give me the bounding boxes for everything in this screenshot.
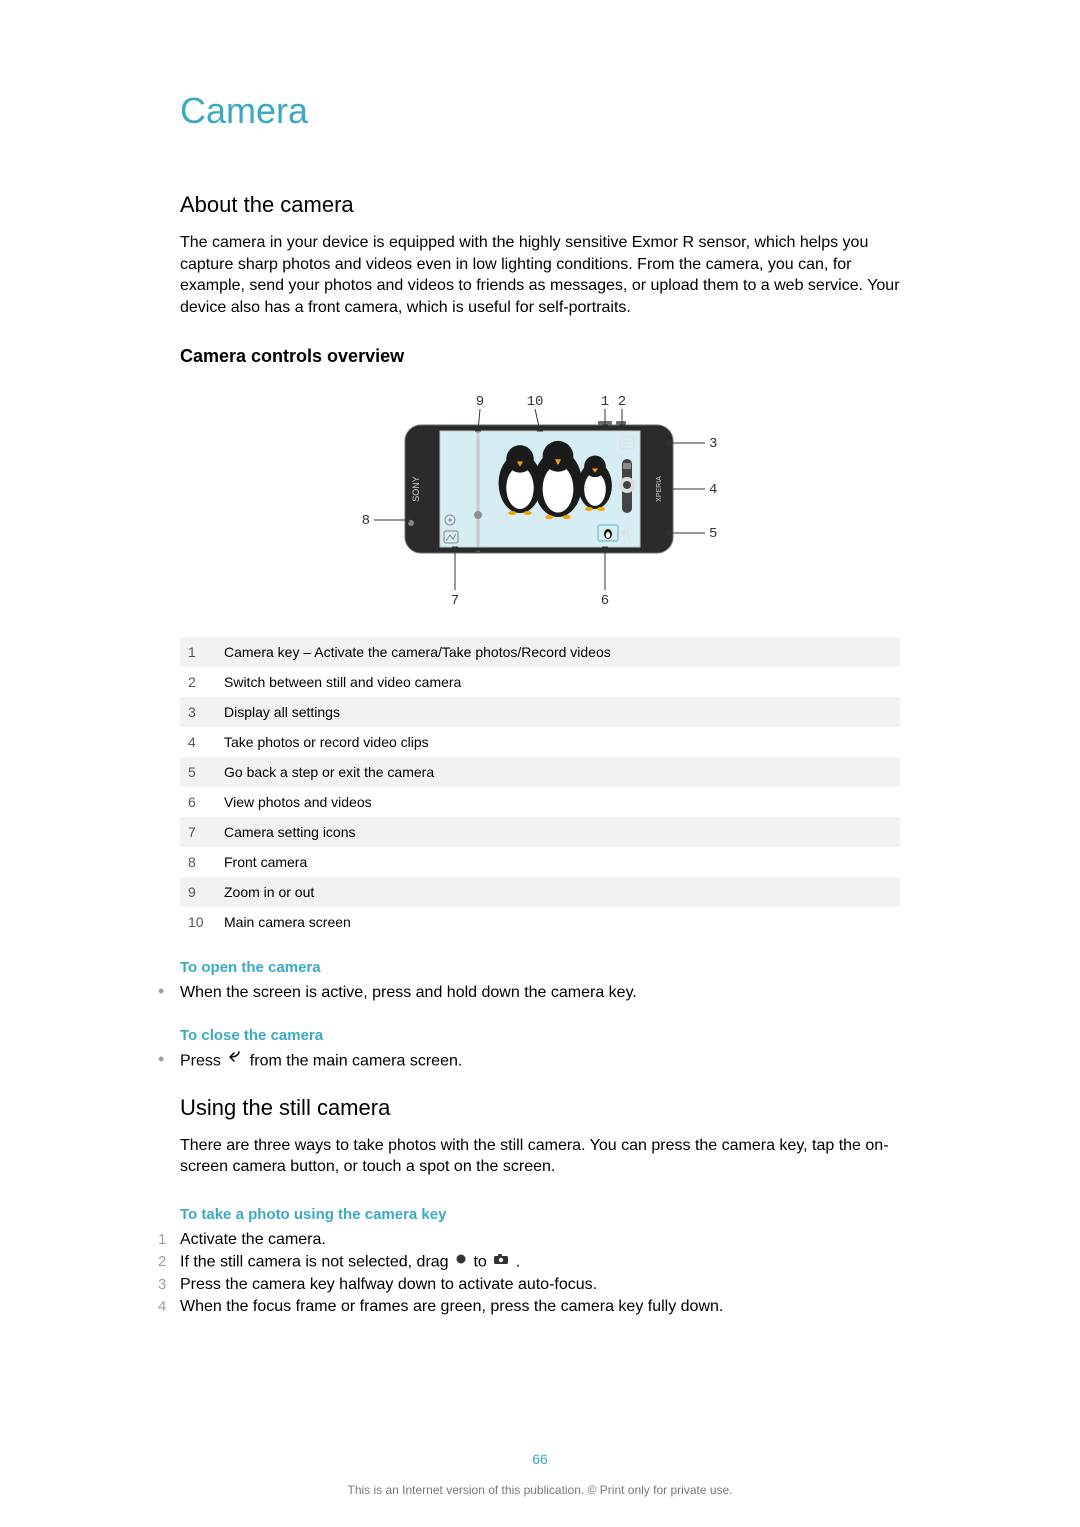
svg-text:XPERIA: XPERIA — [656, 476, 663, 502]
svg-text:−: − — [475, 546, 480, 556]
svg-text:4: 4 — [709, 482, 717, 498]
table-row-number: 2 — [188, 674, 224, 690]
step-number: 2 — [158, 1251, 180, 1272]
table-row-number: 9 — [188, 884, 224, 900]
table-row-number: 1 — [188, 644, 224, 660]
table-row: 4Take photos or record video clips — [180, 727, 900, 757]
close-step: • Press from the main camera screen. — [158, 1050, 900, 1073]
table-row-number: 4 — [188, 734, 224, 750]
step-number: 3 — [158, 1274, 180, 1295]
back-arrow-icon — [227, 1049, 243, 1071]
table-row-text: Camera key – Activate the camera/Take ph… — [224, 644, 892, 660]
step-number: 1 — [158, 1229, 180, 1250]
still-heading: Using the still camera — [180, 1095, 900, 1121]
open-step: • When the screen is active, press and h… — [158, 982, 900, 1004]
take-step-2: 2 If the still camera is not selected, d… — [158, 1251, 900, 1274]
take-heading: To take a photo using the camera key — [180, 1206, 900, 1223]
svg-text:2: 2 — [618, 394, 626, 410]
open-heading: To open the camera — [180, 959, 900, 976]
table-row-text: Go back a step or exit the camera — [224, 764, 892, 780]
page-number: 66 — [0, 1451, 1080, 1467]
table-row-text: View photos and videos — [224, 794, 892, 810]
slider-dot-icon — [455, 1250, 467, 1272]
svg-text:6: 6 — [601, 593, 609, 609]
table-row-text: Front camera — [224, 854, 892, 870]
controls-table: 1Camera key – Activate the camera/Take p… — [180, 637, 900, 937]
camera-icon — [493, 1250, 509, 1272]
table-row: 2Switch between still and video camera — [180, 667, 900, 697]
table-row-number: 5 — [188, 764, 224, 780]
svg-text:5: 5 — [709, 526, 717, 542]
take-step-4: 4 When the focus frame or frames are gre… — [158, 1296, 900, 1318]
bullet-icon: • — [158, 1050, 180, 1070]
take-step-1-text: Activate the camera. — [180, 1229, 326, 1251]
table-row: 10Main camera screen — [180, 907, 900, 937]
table-row-number: 7 — [188, 824, 224, 840]
take-step-4-text: When the focus frame or frames are green… — [180, 1296, 723, 1318]
take-step-3-text: Press the camera key halfway down to act… — [180, 1274, 597, 1296]
svg-text:10: 10 — [527, 394, 544, 410]
table-row-text: Camera setting icons — [224, 824, 892, 840]
close-heading: To close the camera — [180, 1027, 900, 1044]
svg-text:1: 1 — [601, 394, 609, 410]
table-row: 6View photos and videos — [180, 787, 900, 817]
table-row: 7Camera setting icons — [180, 817, 900, 847]
table-row-number: 8 — [188, 854, 224, 870]
table-row-number: 3 — [188, 704, 224, 720]
svg-text:9: 9 — [476, 394, 484, 410]
still-body: There are three ways to take photos with… — [180, 1135, 900, 1178]
s2b: to — [473, 1254, 491, 1271]
close-step-text: Press from the main camera screen. — [180, 1050, 462, 1073]
about-heading: About the camera — [180, 192, 900, 218]
page-title: Camera — [180, 90, 900, 132]
controls-diagram: SONYXPERIA+−91012345678 — [180, 385, 900, 615]
table-row-text: Display all settings — [224, 704, 892, 720]
bullet-icon: • — [158, 982, 180, 1002]
svg-text:8: 8 — [362, 513, 370, 529]
table-row-text: Main camera screen — [224, 914, 892, 930]
table-row-number: 10 — [188, 914, 224, 930]
s2c: . — [516, 1254, 520, 1271]
close-prefix: Press — [180, 1052, 225, 1069]
svg-text:SONY: SONY — [411, 477, 421, 503]
svg-text:7: 7 — [451, 593, 459, 609]
table-row-number: 6 — [188, 794, 224, 810]
take-step-3: 3 Press the camera key halfway down to a… — [158, 1274, 900, 1296]
table-row-text: Switch between still and video camera — [224, 674, 892, 690]
take-step-2-text: If the still camera is not selected, dra… — [180, 1251, 520, 1274]
table-row: 9Zoom in or out — [180, 877, 900, 907]
table-row: 8Front camera — [180, 847, 900, 877]
controls-heading: Camera controls overview — [180, 346, 900, 367]
step-number: 4 — [158, 1296, 180, 1317]
table-row: 3Display all settings — [180, 697, 900, 727]
table-row: 5Go back a step or exit the camera — [180, 757, 900, 787]
about-body: The camera in your device is equipped wi… — [180, 232, 900, 318]
table-row-text: Zoom in or out — [224, 884, 892, 900]
s2a: If the still camera is not selected, dra… — [180, 1254, 453, 1271]
close-suffix: from the main camera screen. — [250, 1052, 463, 1069]
table-row: 1Camera key – Activate the camera/Take p… — [180, 637, 900, 667]
svg-text:3: 3 — [709, 436, 717, 452]
table-row-text: Take photos or record video clips — [224, 734, 892, 750]
open-step-text: When the screen is active, press and hol… — [180, 982, 637, 1004]
take-step-1: 1 Activate the camera. — [158, 1229, 900, 1251]
footer-note: This is an Internet version of this publ… — [0, 1483, 1080, 1497]
